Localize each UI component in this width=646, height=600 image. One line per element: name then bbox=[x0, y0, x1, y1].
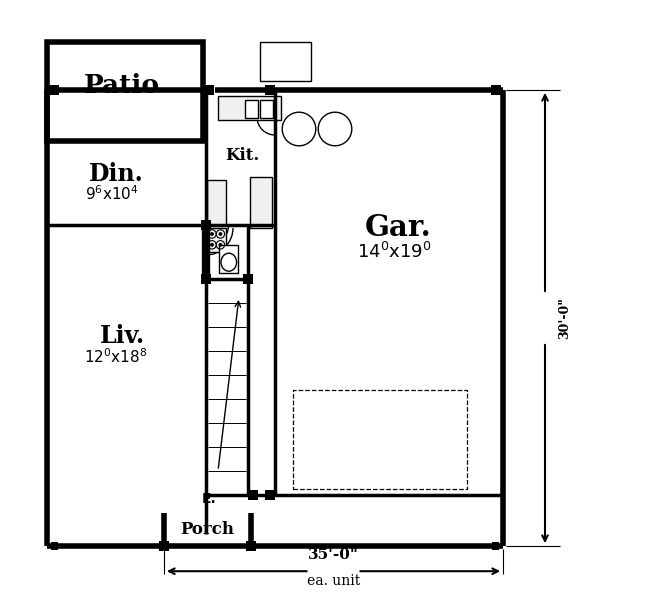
Text: $14^{\mathsf{0}}\mathsf{x}19^{\mathsf{0}}$: $14^{\mathsf{0}}\mathsf{x}19^{\mathsf{0}… bbox=[357, 242, 431, 262]
Text: E.: E. bbox=[202, 492, 216, 506]
Text: Patio: Patio bbox=[84, 73, 160, 98]
Bar bbox=[49, 85, 59, 95]
Text: 30'-0": 30'-0" bbox=[558, 297, 571, 339]
Bar bbox=[201, 274, 211, 284]
Bar bbox=[243, 274, 253, 284]
Bar bbox=[266, 85, 275, 95]
Bar bbox=[246, 541, 256, 551]
Bar bbox=[207, 228, 226, 252]
Bar bbox=[492, 542, 499, 550]
Text: $9^{\mathsf{6}}\mathsf{x}10^{\mathsf{4}}$: $9^{\mathsf{6}}\mathsf{x}10^{\mathsf{4}}… bbox=[85, 184, 139, 203]
Bar bbox=[159, 541, 169, 551]
Bar bbox=[260, 42, 311, 81]
Bar bbox=[260, 100, 273, 118]
Bar bbox=[218, 96, 281, 120]
Bar bbox=[219, 245, 238, 273]
Bar bbox=[207, 180, 226, 225]
Circle shape bbox=[219, 233, 222, 235]
Bar bbox=[293, 390, 467, 489]
Bar bbox=[245, 100, 258, 118]
Text: $12^{\mathsf{0}}\mathsf{x}18^{\mathsf{8}}$: $12^{\mathsf{0}}\mathsf{x}18^{\mathsf{8}… bbox=[85, 347, 148, 367]
Bar bbox=[50, 542, 57, 550]
Circle shape bbox=[219, 244, 222, 246]
Bar bbox=[201, 220, 211, 230]
Text: Din.: Din. bbox=[89, 162, 143, 186]
Text: Kit.: Kit. bbox=[225, 148, 259, 164]
Bar bbox=[248, 490, 258, 500]
Bar bbox=[47, 42, 203, 141]
Bar bbox=[266, 490, 275, 500]
Text: 35'-0": 35'-0" bbox=[308, 548, 359, 562]
Bar bbox=[201, 274, 211, 284]
Text: Gar.: Gar. bbox=[364, 214, 432, 242]
Text: ea. unit: ea. unit bbox=[307, 574, 360, 588]
Text: Liv.: Liv. bbox=[99, 324, 145, 348]
Circle shape bbox=[211, 244, 213, 246]
Bar bbox=[201, 220, 211, 230]
Bar bbox=[491, 85, 501, 95]
Bar bbox=[204, 85, 214, 95]
Text: Porch: Porch bbox=[180, 521, 234, 538]
Bar bbox=[250, 177, 272, 228]
Circle shape bbox=[211, 233, 213, 235]
